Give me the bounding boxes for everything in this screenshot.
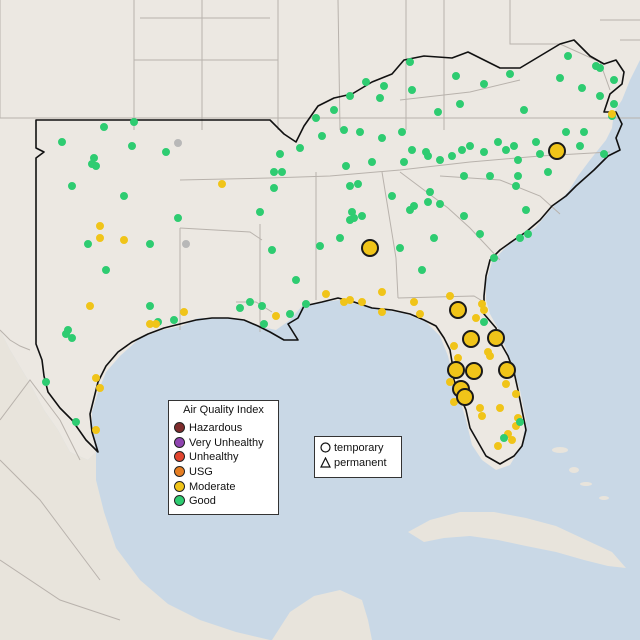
yucatan-land (272, 590, 372, 640)
triangle-outline-icon (320, 456, 331, 468)
monitor-type-legend: temporary permanent (314, 436, 402, 478)
moderate-markers (86, 110, 616, 450)
legend-label: Unhealthy (189, 451, 239, 463)
legend-title: Air Quality Index (183, 404, 264, 416)
hazardous-swatch-icon (174, 421, 185, 433)
cuba-land (408, 512, 626, 568)
unhealthy-swatch-icon (174, 450, 185, 462)
good-markers (42, 52, 618, 426)
legend-item-usg: USG (174, 465, 213, 479)
legend-label: permanent (334, 457, 387, 469)
legend-label: Good (189, 495, 216, 507)
coastline (35, 39, 625, 465)
aqi-legend: Air Quality Index Hazardous Very Unhealt… (168, 400, 279, 515)
bahamas-islands (552, 447, 609, 500)
legend-item-moderate: Moderate (174, 480, 235, 494)
legend-item-hazardous: Hazardous (174, 421, 242, 435)
very-unhealthy-swatch-icon (174, 436, 185, 448)
legend-item-temporary: temporary (320, 441, 384, 456)
no-data-markers (174, 139, 190, 248)
usg-swatch-icon (174, 465, 185, 477)
legend-item-good: Good (174, 494, 216, 508)
legend-item-unhealthy: Unhealthy (174, 450, 239, 464)
legend-label: temporary (334, 442, 384, 454)
legend-label: Very Unhealthy (189, 437, 264, 449)
circle-outline-icon (320, 441, 331, 453)
legend-item-permanent: permanent (320, 456, 387, 471)
legend-label: Moderate (189, 481, 236, 493)
legend-label: Hazardous (189, 422, 243, 434)
temporary-moderate-markers (361, 142, 566, 406)
legend-item-very-unhealthy: Very Unhealthy (174, 436, 264, 450)
good-swatch-icon (174, 494, 185, 506)
legend-label: USG (189, 466, 213, 478)
state-borders (0, 0, 640, 621)
mexico-land (0, 330, 270, 640)
moderate-swatch-icon (174, 480, 185, 492)
